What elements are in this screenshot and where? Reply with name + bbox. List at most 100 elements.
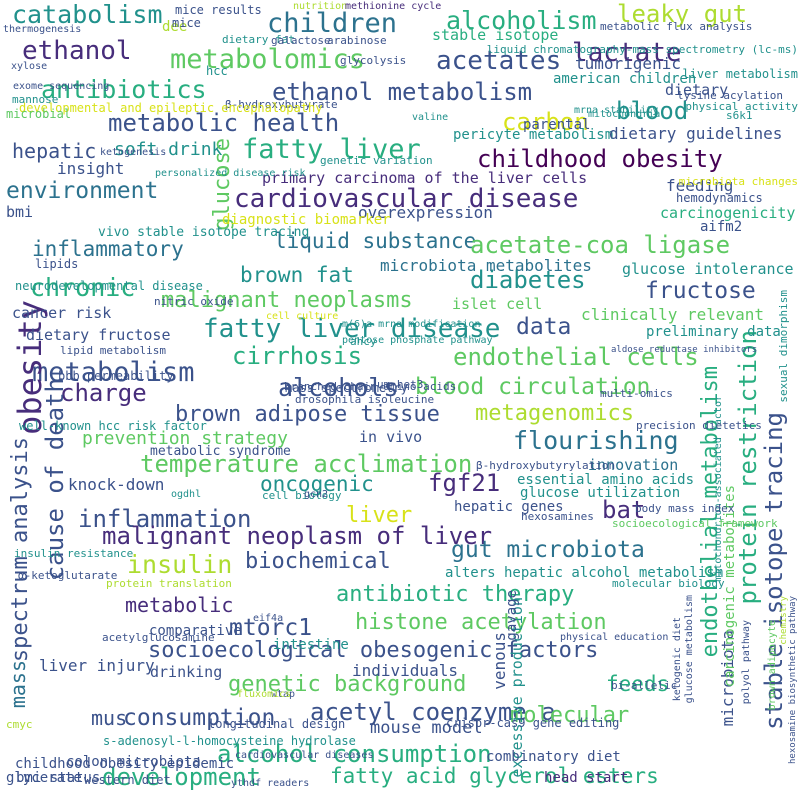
word-cloud-term: insight bbox=[57, 159, 125, 178]
word-cloud-term: s6k1 bbox=[726, 109, 753, 122]
word-cloud-term: antibiotic therapy bbox=[336, 582, 575, 607]
word-cloud-term: alcoholism bbox=[446, 6, 597, 35]
word-cloud-term: blood bbox=[616, 97, 689, 125]
word-cloud-term: blood circulation bbox=[415, 374, 651, 400]
word-cloud-term: liver bbox=[346, 503, 413, 528]
word-cloud-term: personalized disease risk bbox=[155, 168, 306, 179]
word-cloud-term: alters hepatic alcohol metabolism bbox=[445, 565, 724, 581]
word-cloud-term: malignant neoplasms bbox=[161, 288, 413, 313]
word-cloud-term: stable isotope bbox=[432, 26, 559, 44]
word-cloud-term: metabolic syndrome bbox=[150, 444, 291, 459]
word-cloud-term: molecular biology bbox=[612, 577, 725, 590]
word-cloud-term: brown fat bbox=[240, 263, 354, 287]
word-cloud-term: ythdf readers bbox=[231, 778, 310, 789]
word-cloud-term: metabolomics bbox=[170, 44, 366, 75]
word-cloud-term: liquid substance bbox=[274, 229, 477, 253]
word-cloud-term: β-hydroxybutyrylation bbox=[476, 459, 616, 472]
word-cloud-term: islet cell bbox=[452, 295, 543, 313]
word-cloud-term: metagenomics bbox=[475, 401, 634, 426]
word-cloud-term: exome sequencing bbox=[13, 81, 110, 92]
word-cloud-term: dietary fat bbox=[222, 33, 295, 46]
word-cloud-term: lysine acylation bbox=[677, 89, 783, 102]
word-cloud-term: physical education bbox=[560, 632, 669, 643]
word-cloud-term: oncogenic bbox=[260, 472, 374, 496]
word-cloud-term: metabolic health bbox=[108, 109, 340, 137]
word-cloud-term: lipid metabolism bbox=[60, 344, 166, 357]
word-cloud-term: tumorigenic bbox=[575, 54, 681, 73]
word-cloud-term: parental bbox=[523, 117, 591, 133]
word-cloud-term: ketogenesis bbox=[100, 147, 167, 158]
word-cloud-term: drinking bbox=[150, 663, 223, 681]
word-cloud-term: ahcy bbox=[350, 335, 377, 348]
word-cloud-term: fgf21 bbox=[428, 469, 501, 497]
word-cloud-term: physical activity bbox=[685, 100, 798, 113]
word-cloud-term: m(6)a mrna modification bbox=[342, 319, 481, 330]
word-cloud-term: essential amino acids bbox=[517, 472, 695, 488]
word-cloud-term: carbon bbox=[502, 108, 589, 136]
word-cloud-term: glycolysis bbox=[340, 54, 407, 67]
word-cloud-term: consumption bbox=[123, 705, 276, 731]
word-cloud-term: feeds bbox=[606, 672, 670, 696]
word-cloud-term: overexpression bbox=[358, 203, 493, 222]
word-cloud-term: socioecological obesogenic factors bbox=[148, 638, 599, 663]
word-cloud-term: liver injury bbox=[39, 656, 155, 675]
word-cloud-term: preliminary data bbox=[646, 324, 781, 340]
word-cloud-term: wtap bbox=[271, 689, 296, 700]
word-cloud-term: hcc bbox=[206, 64, 228, 78]
word-cloud-term: gcn2 bbox=[304, 489, 329, 500]
word-cloud-term: um-het3 bbox=[377, 378, 424, 391]
word-cloud-term: alcohol consumption bbox=[217, 740, 492, 768]
word-cloud-term: charge bbox=[60, 379, 147, 407]
word-cloud-term: intestine bbox=[273, 637, 349, 653]
word-cloud-term: children bbox=[267, 8, 398, 39]
word-cloud-term: carcinogenic metabolites bbox=[722, 485, 738, 688]
word-cloud-term: longitudinal design bbox=[208, 717, 346, 731]
word-cloud-term: lipids bbox=[35, 257, 79, 271]
word-cloud-term: mrna stability bbox=[574, 105, 659, 116]
word-cloud-term: crispr-cas9 gene editing bbox=[446, 716, 620, 730]
word-cloud-term: feeding bbox=[666, 176, 734, 195]
word-cloud-term: fatty liver bbox=[242, 134, 421, 165]
word-cloud-term: in vivo bbox=[359, 428, 423, 446]
word-cloud-term: brown adipocyte bbox=[767, 620, 778, 711]
word-cloud-term: microbial bbox=[6, 107, 72, 121]
word-cloud-term: s-adenosyl-l-homocysteine hydrolase bbox=[103, 734, 356, 748]
word-cloud-term: metabolic bbox=[125, 593, 234, 617]
word-cloud-term: fluxomics bbox=[237, 689, 292, 700]
word-cloud-term: data bbox=[516, 314, 572, 340]
word-cloud-term: hepatic bbox=[12, 139, 97, 163]
word-cloud-term: branched-chain amino acids bbox=[284, 380, 457, 393]
word-cloud-term: ethanol metabolism bbox=[272, 78, 533, 106]
word-cloud-term: aifm2 bbox=[700, 219, 743, 235]
word-cloud-term: head start bbox=[544, 770, 629, 786]
word-cloud-term: endothelial cells bbox=[453, 343, 699, 371]
word-cloud-term: prevention strategy bbox=[82, 428, 288, 449]
word-cloud-term: ethanol bbox=[22, 36, 132, 66]
word-cloud-term: mitochondria bbox=[588, 109, 661, 120]
word-cloud-term: galactose bbox=[271, 34, 331, 47]
word-cloud-term: cell biology bbox=[262, 489, 342, 502]
word-cloud-term: glucose intolerance bbox=[622, 260, 794, 278]
word-cloud-term: alcohols bbox=[278, 373, 399, 402]
word-cloud-term: hexosamine biosynthetic pathway bbox=[788, 596, 798, 764]
word-cloud-term: fructose bbox=[645, 278, 756, 304]
word-cloud-term: genetic background bbox=[228, 672, 467, 697]
word-cloud-term: histone acetylation bbox=[355, 610, 607, 635]
word-cloud-term: acetates bbox=[436, 46, 562, 76]
word-cloud-term: dietary guidelines bbox=[609, 124, 783, 143]
word-cloud-term: antibiotics bbox=[41, 75, 207, 104]
word-cloud-term: ogdhl bbox=[171, 489, 202, 500]
word-cloud-term: polyol pathway bbox=[741, 620, 752, 705]
word-cloud-term: leaky gut bbox=[617, 0, 748, 28]
word-cloud-term: hemodynamics bbox=[676, 191, 763, 205]
word-cloud-term: fatty liver disease bbox=[203, 314, 501, 344]
word-cloud-term: glucose utilization bbox=[520, 485, 681, 501]
word-cloud-term: well-known hcc risk factor bbox=[19, 419, 207, 433]
word-cloud-term: dee bbox=[162, 19, 188, 35]
word-cloud-term: metabolic flux analysis bbox=[600, 20, 753, 33]
word-cloud-term: metabolism bbox=[32, 357, 195, 388]
word-cloud-term: innovation bbox=[588, 456, 679, 474]
word-cloud-term: environment bbox=[6, 178, 159, 204]
word-cloud-term: neurodevelopmental disease bbox=[15, 279, 203, 293]
